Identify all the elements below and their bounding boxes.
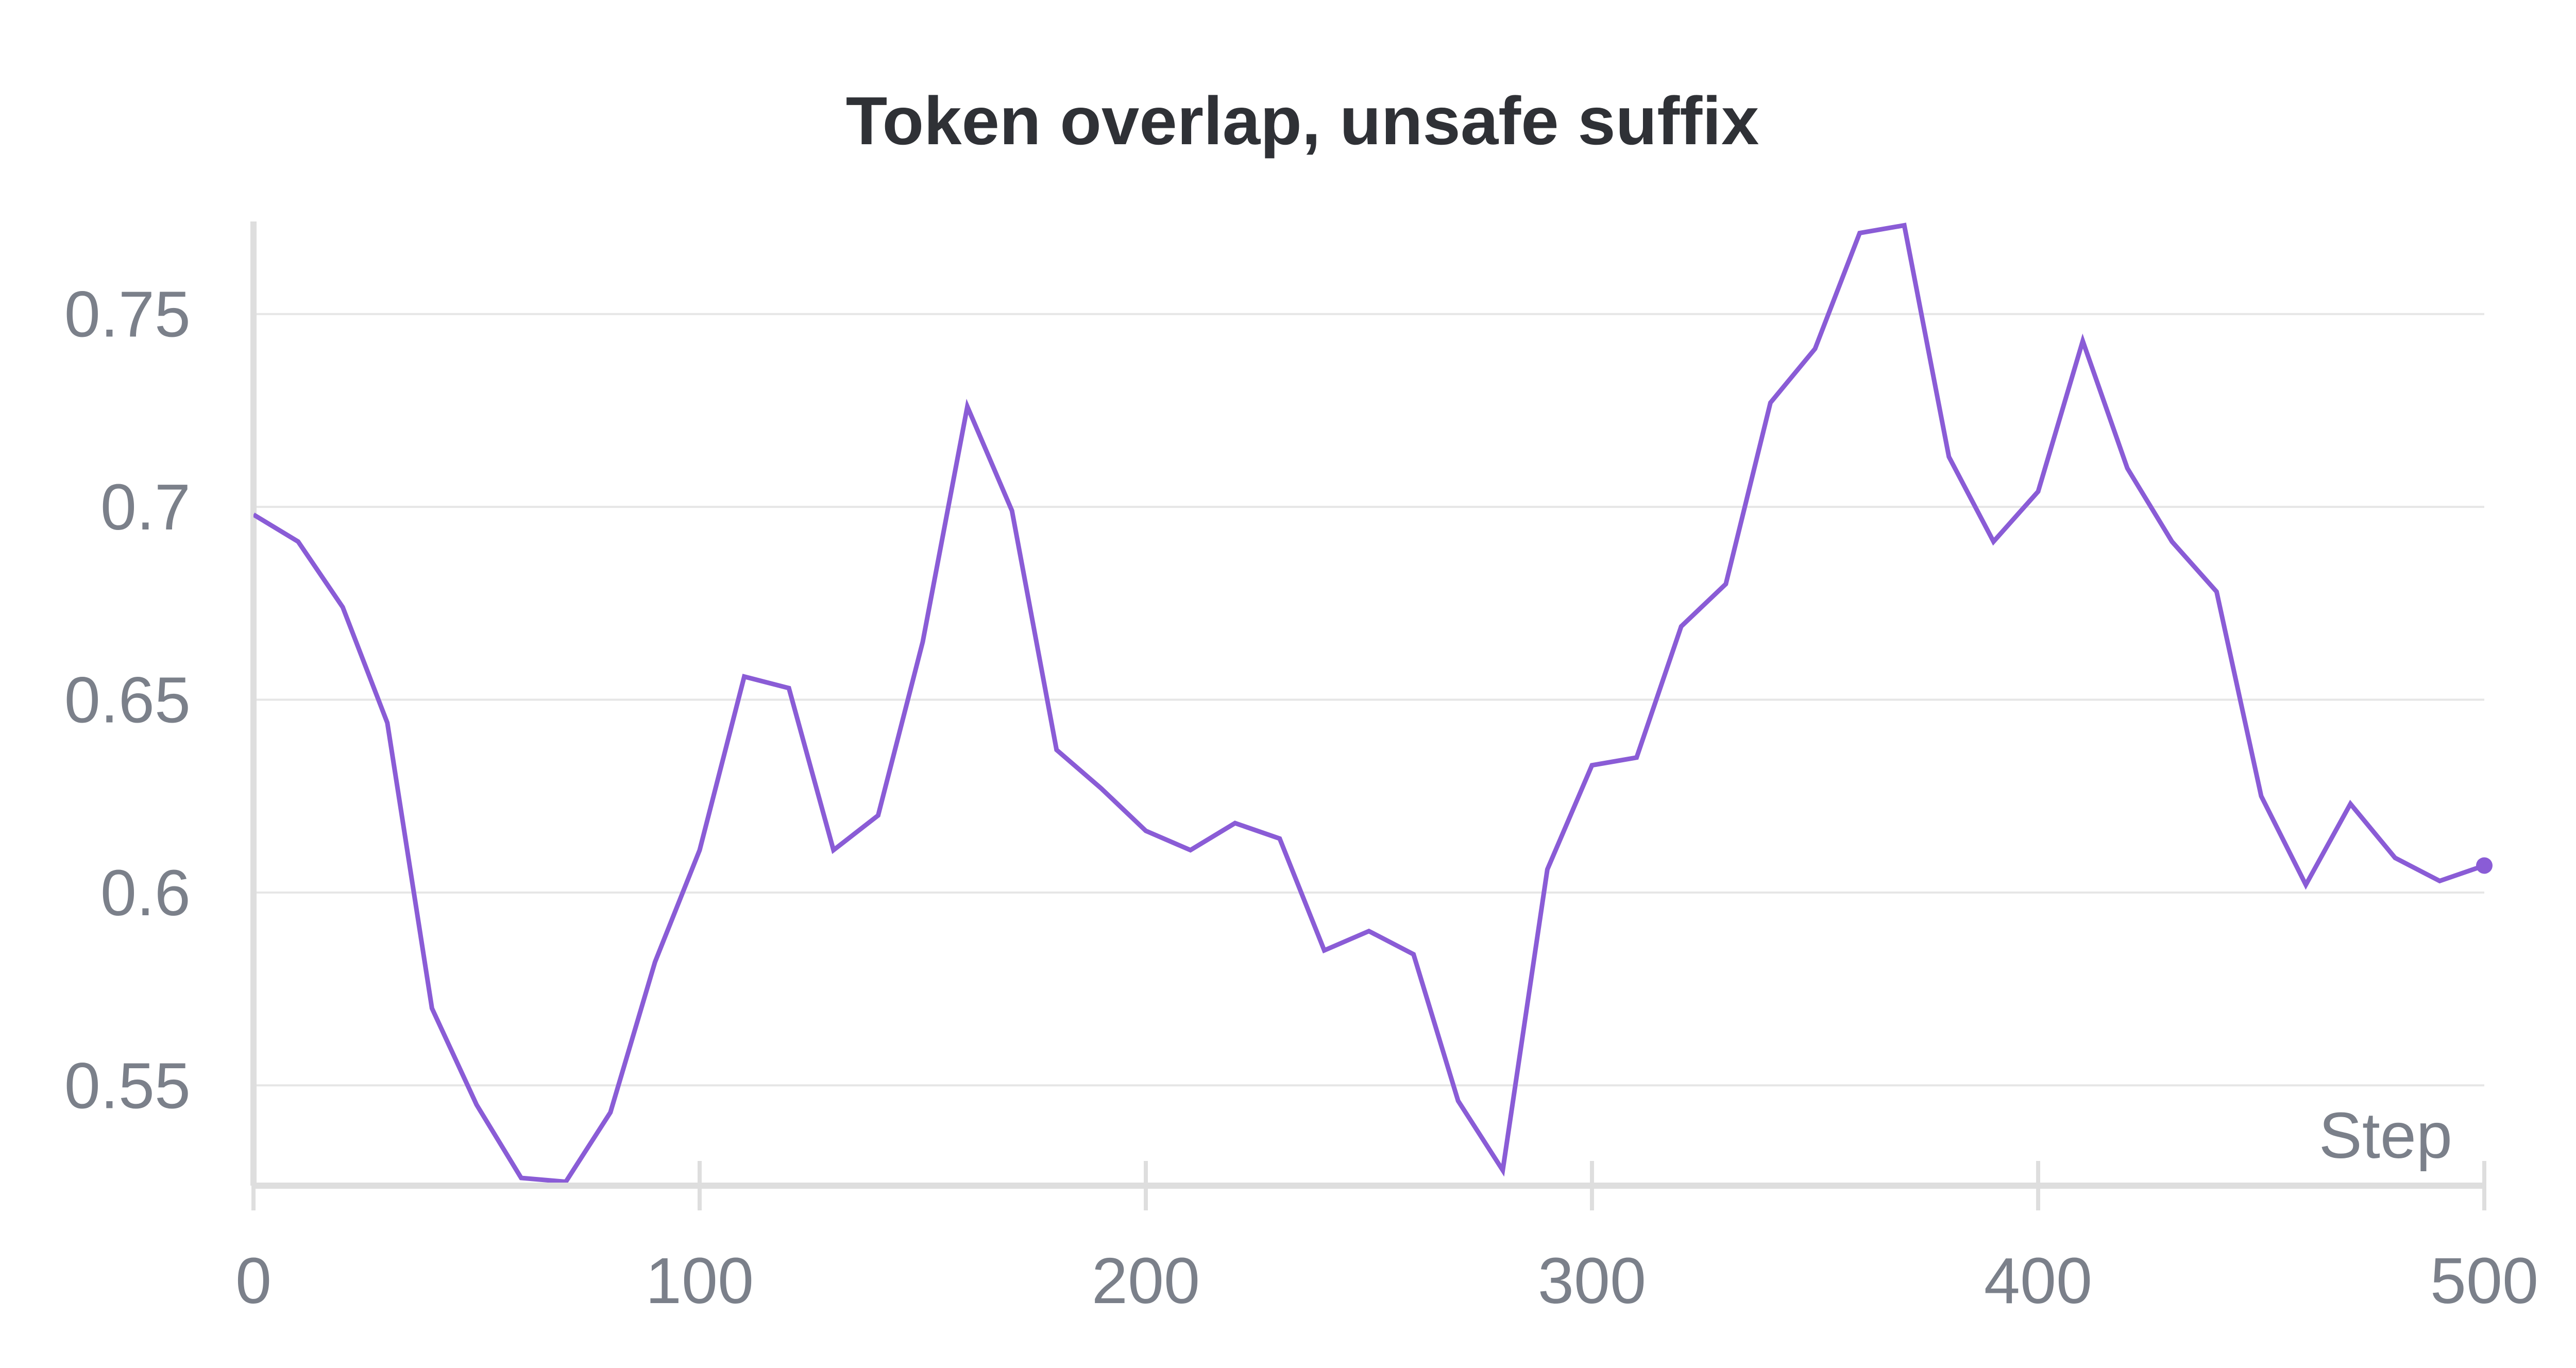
series-layer [253, 223, 2493, 1183]
y-tick-label: 0.75 [64, 278, 191, 351]
grid-lines [253, 313, 2484, 1087]
x-tick-label: 400 [1984, 1244, 2092, 1317]
series-end-point [2476, 857, 2493, 874]
x-tick-label: 200 [1092, 1244, 1200, 1317]
tick-labels: 0.55 0.6 0.65 0.7 0.75 0 100 200 300 400 500 [64, 278, 2538, 1317]
x-tick-label: 0 [235, 1244, 272, 1317]
x-tick-label: 100 [646, 1244, 754, 1317]
x-axis-label: Step [2319, 1099, 2452, 1172]
y-tick-label: 0.65 [64, 664, 191, 737]
chart-title: Token overlap, unsafe suffix [846, 83, 1759, 159]
y-tick-label: 0.7 [100, 471, 191, 543]
x-tick-label: 300 [1538, 1244, 1646, 1317]
x-tick-label: 500 [2430, 1244, 2538, 1317]
axes [250, 221, 2486, 1210]
y-tick-label: 0.55 [64, 1049, 191, 1122]
y-tick-label: 0.6 [100, 857, 191, 929]
series-line [253, 223, 2485, 1183]
